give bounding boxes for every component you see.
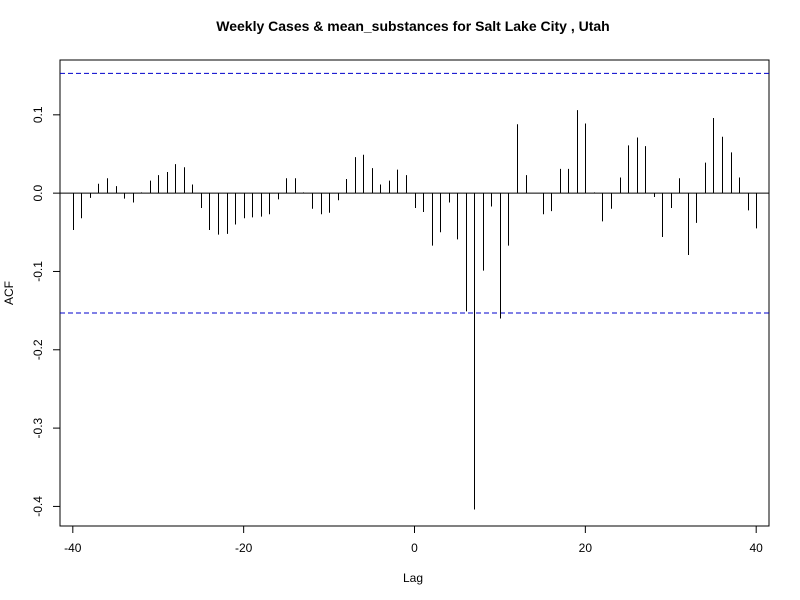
x-axis: -40 -20 0 20 40 [64,526,763,555]
chart-title: Weekly Cases & mean_substances for Salt … [216,18,609,34]
x-axis-label: Lag [403,571,423,585]
y-tick-label: -0.2 [31,339,45,360]
x-tick-label: -40 [64,541,82,555]
x-tick-label: 20 [579,541,593,555]
y-tick-label: -0.1 [31,261,45,282]
y-tick-label: 0.1 [31,106,45,123]
y-tick-label: 0.0 [31,184,45,201]
y-axis: -0.4 -0.3 -0.2 -0.1 0.0 0.1 [31,106,60,517]
x-tick-label: -20 [235,541,253,555]
x-tick-label: 40 [750,541,764,555]
confidence-lines [60,72,769,314]
y-tick-label: -0.4 [31,496,45,517]
acf-bars [73,110,757,510]
x-tick-label: 0 [411,541,418,555]
y-axis-label: ACF [2,281,16,305]
y-tick-label: -0.3 [31,417,45,438]
